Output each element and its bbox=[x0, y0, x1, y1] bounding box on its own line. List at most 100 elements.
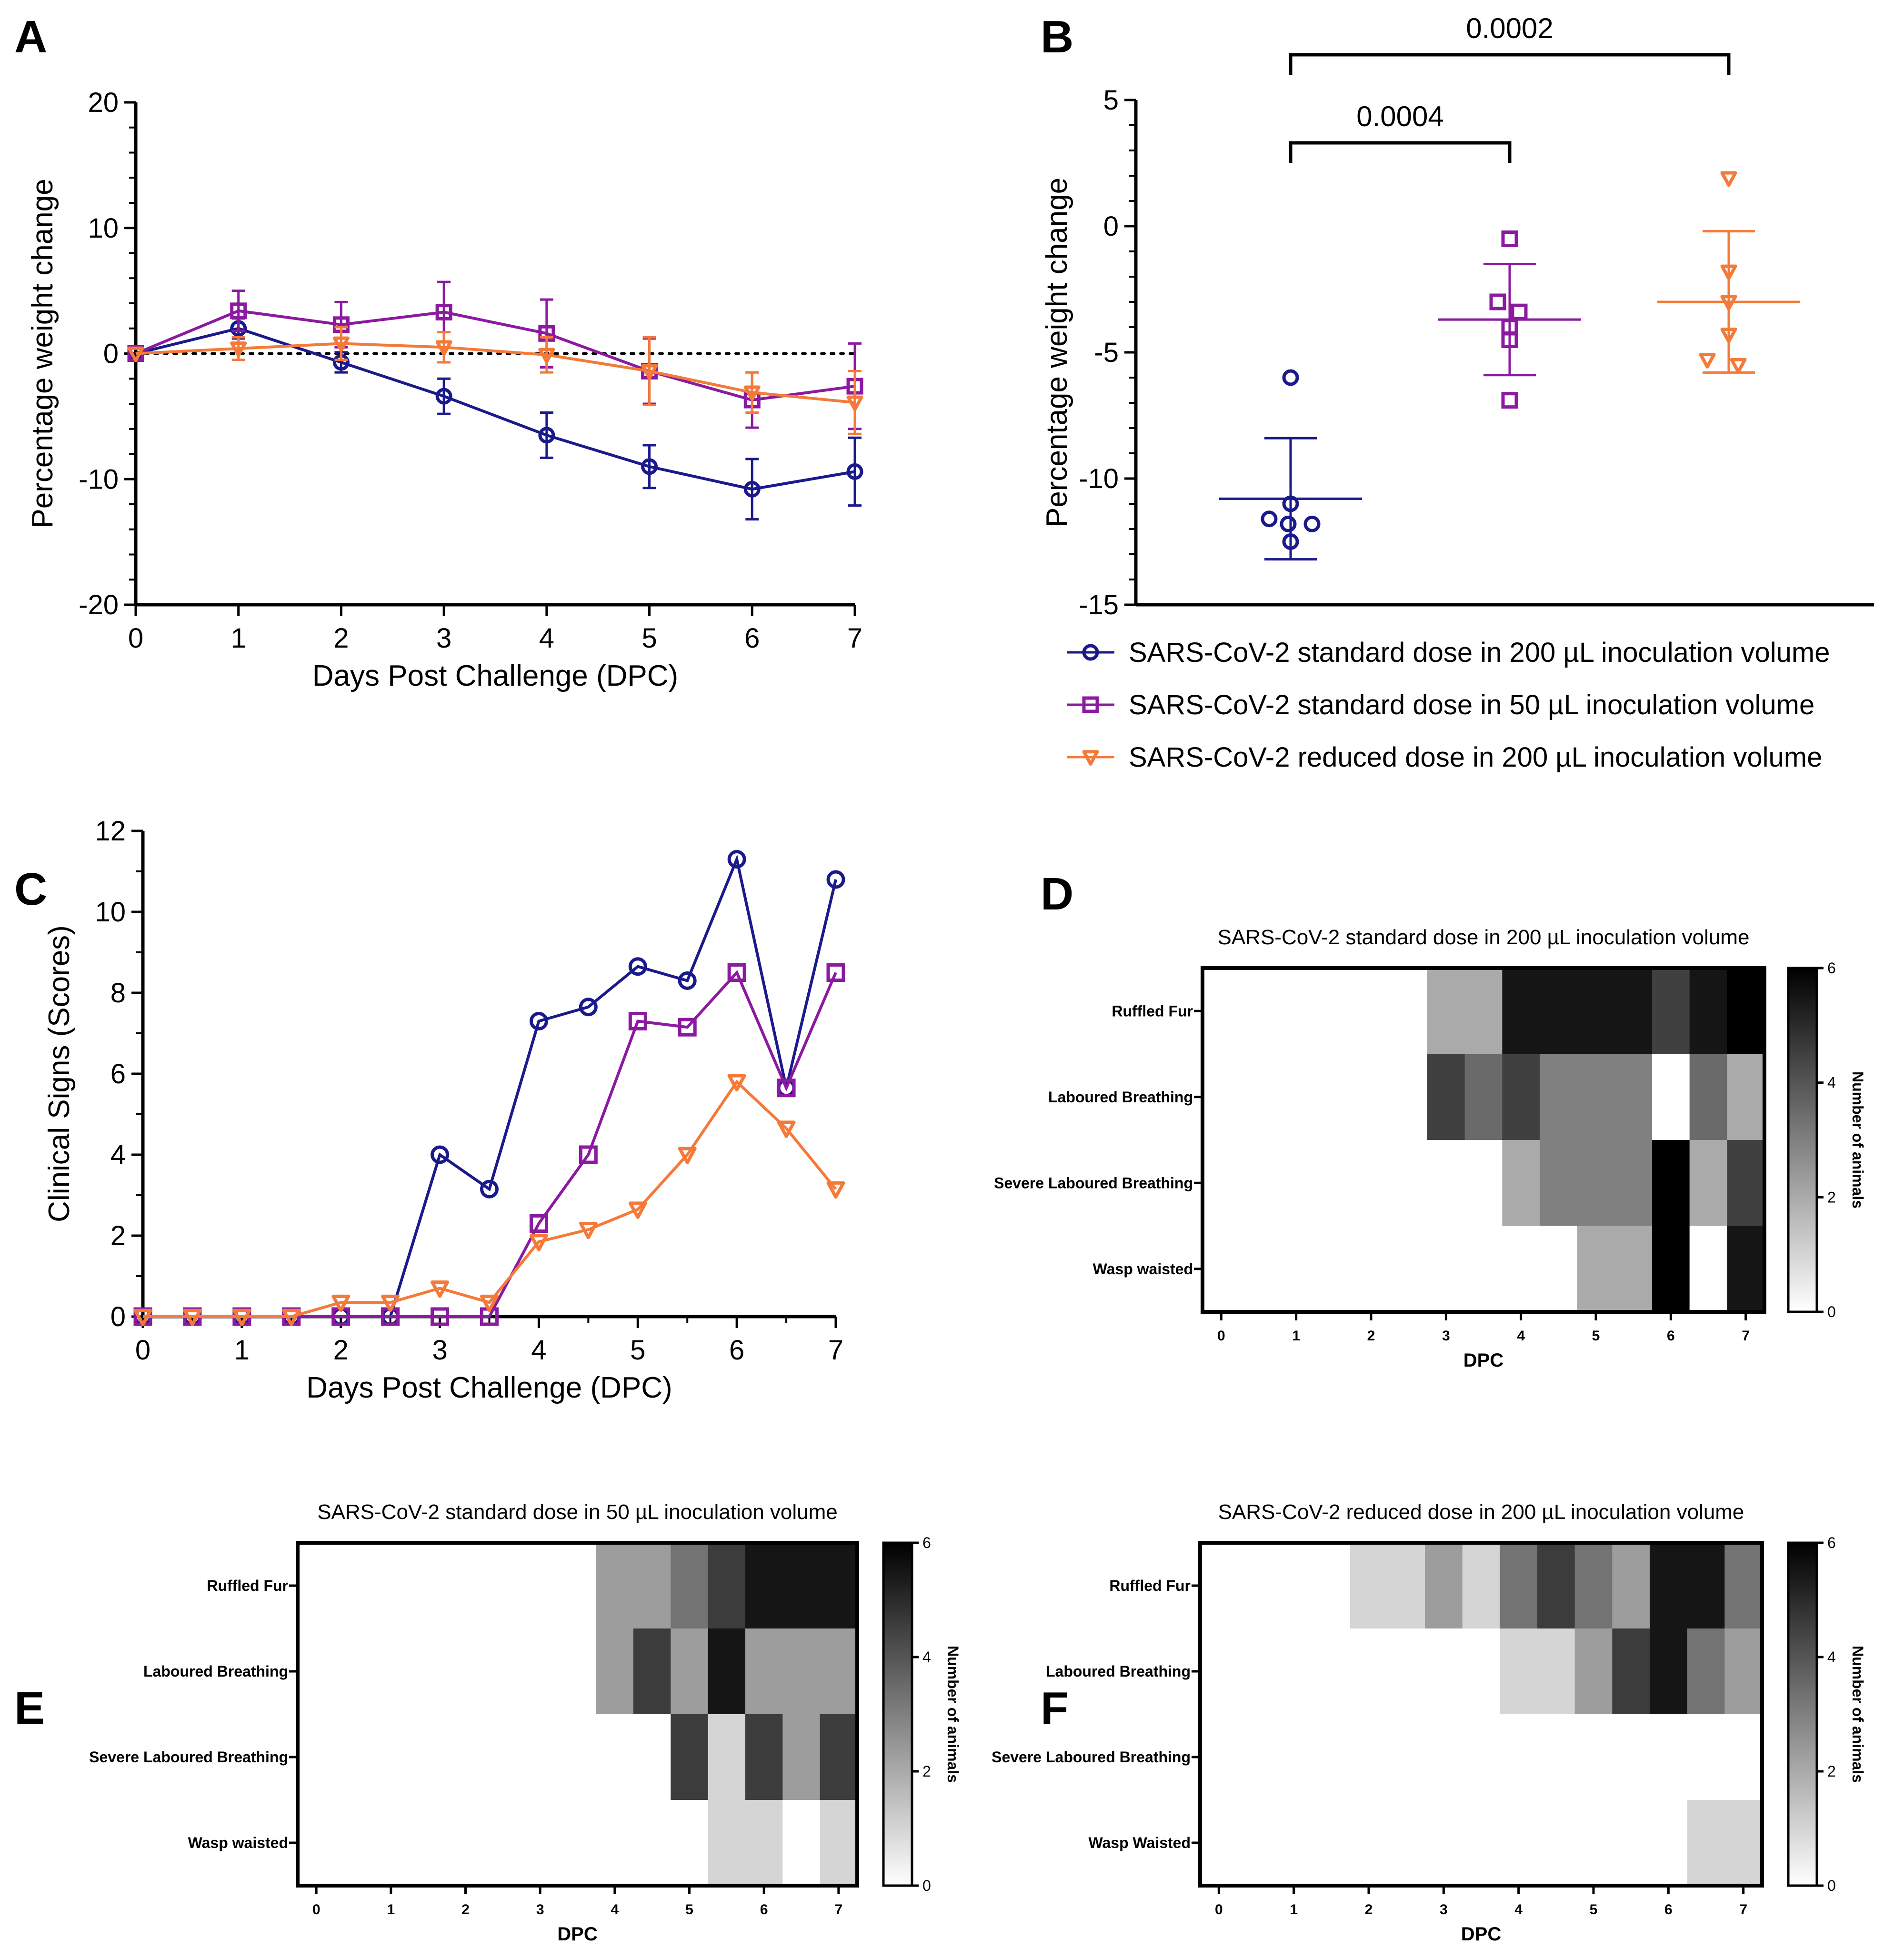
heatmap-cell bbox=[1650, 1543, 1688, 1629]
heatmap-cell bbox=[1390, 1226, 1428, 1312]
heatmap-cell bbox=[1203, 1140, 1241, 1227]
heatmap-cell bbox=[1275, 1628, 1313, 1715]
x-axis-title: Days Post Challenge (DPC) bbox=[306, 1371, 672, 1404]
data-point bbox=[431, 1307, 450, 1326]
heatmap-cell bbox=[1390, 968, 1428, 1055]
data-point bbox=[1489, 293, 1506, 310]
heatmap-cell bbox=[1352, 1054, 1390, 1140]
colorbar-tick-label: 6 bbox=[1827, 959, 1836, 977]
heatmap-cell bbox=[1650, 1714, 1688, 1800]
heatmap-cell bbox=[1200, 1714, 1238, 1800]
heatmap-title: SARS-CoV-2 standard dose in 50 µL inocul… bbox=[317, 1500, 838, 1524]
heatmap-cell bbox=[1240, 1054, 1278, 1140]
heatmap-cell bbox=[1387, 1800, 1425, 1886]
row-label: Severe Laboured Breathing bbox=[994, 1174, 1193, 1191]
bracket-line bbox=[1289, 53, 1731, 75]
panel-letter-b: B bbox=[1041, 11, 1073, 62]
series-standard_50 bbox=[133, 963, 845, 1326]
x-axis-title: DPC bbox=[1463, 1350, 1503, 1371]
data-point bbox=[538, 348, 555, 364]
x-tick-label: 3 bbox=[436, 623, 451, 654]
heatmap-cell bbox=[1237, 1628, 1275, 1715]
heatmap-cell bbox=[1350, 1714, 1388, 1800]
x-tick-label: 5 bbox=[685, 1902, 693, 1918]
heatmap-cell bbox=[1537, 1714, 1575, 1800]
colorbar-tick-label: 4 bbox=[1827, 1648, 1836, 1666]
data-point bbox=[641, 458, 658, 475]
heatmap-cell bbox=[1425, 1714, 1463, 1800]
y-tick-label: 0 bbox=[110, 1301, 126, 1332]
heatmap-cell bbox=[1240, 1140, 1278, 1227]
heatmap-cell bbox=[1500, 1800, 1538, 1886]
legend-marker bbox=[1082, 644, 1099, 661]
heatmap-cell bbox=[1350, 1628, 1388, 1715]
heatmap-cell bbox=[745, 1800, 783, 1886]
heatmap-cell bbox=[1687, 1714, 1725, 1800]
row-label: Wasp waisted bbox=[1093, 1260, 1193, 1278]
y-tick-label: 5 bbox=[1103, 85, 1119, 116]
data-point bbox=[628, 1201, 647, 1219]
y-axis-title: Percentage weight change bbox=[26, 179, 59, 528]
panel-letter-d: D bbox=[1041, 869, 1073, 919]
heatmap-cell bbox=[596, 1714, 634, 1800]
heatmap-cell bbox=[447, 1628, 485, 1715]
heatmap-cell bbox=[1614, 1054, 1653, 1140]
x-axis-title: DPC bbox=[1461, 1924, 1501, 1945]
x-tick-label: 2 bbox=[1365, 1902, 1373, 1918]
y-tick-label: 0 bbox=[1103, 211, 1119, 242]
y-tick-label: -5 bbox=[1094, 337, 1119, 368]
heatmap-cell bbox=[820, 1714, 858, 1800]
x-tick-label: 3 bbox=[432, 1335, 447, 1366]
legend: SARS-CoV-2 standard dose in 200 µL inocu… bbox=[1067, 637, 1830, 773]
significance-bracket: 0.0002 bbox=[1289, 12, 1731, 75]
heatmap-cell bbox=[1689, 1226, 1727, 1312]
legend-label: SARS-CoV-2 standard dose in 200 µL inocu… bbox=[1129, 637, 1830, 668]
data-point bbox=[727, 963, 746, 982]
data-point bbox=[1511, 303, 1528, 320]
y-tick-label: 4 bbox=[110, 1139, 126, 1170]
heatmap-cell bbox=[521, 1714, 559, 1800]
y-tick-label: 8 bbox=[110, 978, 126, 1009]
heatmap-cell bbox=[1237, 1714, 1275, 1800]
heatmap-cell bbox=[782, 1628, 821, 1715]
x-tick-label: 4 bbox=[1517, 1328, 1525, 1344]
x-tick-label: 7 bbox=[834, 1902, 842, 1918]
heatmap-cell bbox=[1464, 1054, 1503, 1140]
heatmap-cell bbox=[1724, 1543, 1763, 1629]
heatmap-cell bbox=[1652, 1140, 1690, 1227]
heatmap-cell bbox=[1315, 968, 1353, 1055]
heatmap-cell bbox=[1540, 1226, 1578, 1312]
heatmap-cell bbox=[1350, 1800, 1388, 1886]
heatmap-cell bbox=[1240, 1226, 1278, 1312]
heatmap-cell bbox=[1689, 1054, 1727, 1140]
heatmap-cell bbox=[1612, 1543, 1650, 1629]
bracket-line bbox=[1289, 141, 1512, 163]
x-tick-label: 1 bbox=[387, 1902, 395, 1918]
heatmap-cell bbox=[1275, 1543, 1313, 1629]
x-tick-label: 0 bbox=[1217, 1328, 1225, 1344]
heatmap-cell bbox=[447, 1714, 485, 1800]
heatmap-cell bbox=[1390, 1140, 1428, 1227]
heatmap-cell bbox=[1502, 1226, 1540, 1312]
x-tick-label: 0 bbox=[135, 1335, 150, 1366]
heatmap-cell bbox=[671, 1714, 709, 1800]
colorbar bbox=[1787, 967, 1818, 1313]
heatmap-cell bbox=[1727, 968, 1765, 1055]
colorbar-label: Number of animals bbox=[944, 1646, 962, 1783]
heatmap-cell bbox=[1502, 1054, 1540, 1140]
heatmap-cell bbox=[1727, 1226, 1765, 1312]
heatmap-cell bbox=[1200, 1800, 1238, 1886]
data-point bbox=[727, 1074, 746, 1092]
heatmap-cell bbox=[1427, 1140, 1465, 1227]
heatmap-cell bbox=[596, 1800, 634, 1886]
heatmap-cell bbox=[708, 1543, 746, 1629]
heatmap-cell bbox=[298, 1714, 335, 1800]
p-value-label: 0.0004 bbox=[1356, 100, 1444, 132]
data-point bbox=[1720, 171, 1737, 187]
heatmap-cell bbox=[671, 1800, 709, 1886]
y-tick-label: -10 bbox=[1079, 463, 1119, 494]
data-point bbox=[678, 971, 697, 990]
x-tick-label: 2 bbox=[1367, 1328, 1375, 1344]
panel-letter-a: A bbox=[14, 11, 47, 62]
